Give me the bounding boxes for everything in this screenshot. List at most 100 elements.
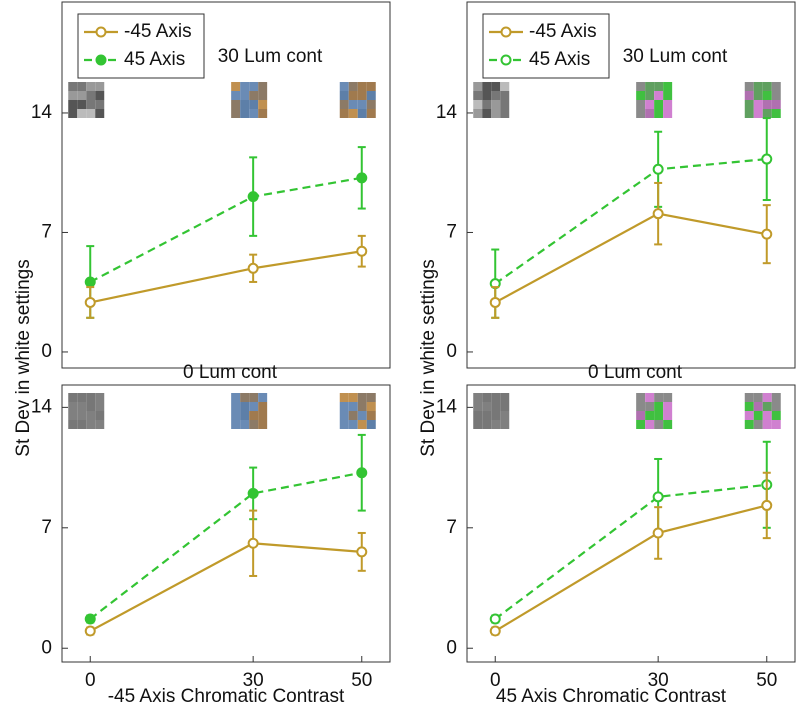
data-point (356, 245, 368, 257)
y-tick-label: 14 (31, 102, 53, 123)
checker-cell (240, 393, 250, 402)
checker-cell (744, 109, 754, 118)
checker-cell (77, 109, 87, 118)
checker-cell (744, 100, 754, 109)
legend-label: 45 Axis (124, 49, 185, 70)
checker-cell (473, 402, 483, 411)
checker-cell (636, 393, 646, 402)
checker-cell (95, 411, 105, 420)
checker-cell (348, 82, 358, 91)
checker-cell (258, 91, 268, 100)
checker-cell (68, 109, 78, 118)
stimulus-thumbnail (231, 82, 268, 118)
checker-cell (645, 100, 655, 109)
data-point (84, 613, 96, 625)
x-tick-label: 50 (756, 670, 777, 691)
checker-cell (77, 411, 87, 420)
data-point (761, 228, 773, 240)
series-line (89, 471, 362, 620)
checker-cell (348, 393, 358, 402)
annotation: 30 Lum cont (218, 46, 323, 67)
checker-cell (258, 82, 268, 91)
series-line (494, 483, 767, 620)
checker-cell (482, 402, 492, 411)
checker-cell (366, 402, 376, 411)
checker-cell (86, 91, 96, 100)
checker-cell (77, 393, 87, 402)
checker-cell (753, 402, 763, 411)
checker-cell (348, 420, 358, 429)
checker-cell (86, 100, 96, 109)
y-tick-label: 0 (446, 637, 457, 658)
checker-cell (663, 100, 673, 109)
checker-cell (249, 109, 259, 118)
data-point (247, 537, 259, 549)
series-line (494, 504, 768, 632)
checker-cell (77, 100, 87, 109)
series-line (89, 176, 362, 283)
checker-cell (771, 100, 781, 109)
checker-cell (86, 109, 96, 118)
checker-cell (744, 91, 754, 100)
checker-cell (240, 91, 250, 100)
checker-cell (654, 91, 664, 100)
series-line (494, 157, 767, 285)
legend-label: -45 Axis (124, 21, 192, 42)
legend-marker (95, 26, 107, 38)
checker-cell (77, 91, 87, 100)
checker-cell (753, 82, 763, 91)
y-tick-label: 14 (436, 102, 458, 123)
checker-cell (654, 411, 664, 420)
checker-cell (339, 100, 349, 109)
stimulus-thumbnail (339, 393, 376, 429)
checker-cell (95, 402, 105, 411)
checker-cell (762, 420, 772, 429)
checker-cell (258, 100, 268, 109)
checker-cell (366, 91, 376, 100)
checker-cell (348, 91, 358, 100)
checker-cell (366, 109, 376, 118)
data-point (84, 276, 96, 288)
checker-cell (339, 82, 349, 91)
x-tick-label: 30 (243, 670, 264, 691)
x-axis-label: 45 Axis Chromatic Contrast (496, 686, 727, 707)
checker-cell (654, 109, 664, 118)
checker-cell (762, 82, 772, 91)
data-point (652, 163, 664, 175)
y-tick-label: 7 (446, 221, 457, 242)
checker-cell (240, 402, 250, 411)
data-point (652, 208, 664, 220)
checker-cell (339, 402, 349, 411)
checker-cell (491, 82, 501, 91)
checker-cell (762, 402, 772, 411)
y-axis-label: St Dev in white settings (13, 259, 34, 456)
checker-cell (357, 91, 367, 100)
checker-cell (348, 402, 358, 411)
x-tick-label: 50 (351, 670, 372, 691)
data-point (356, 467, 368, 479)
checker-cell (86, 393, 96, 402)
checker-cell (645, 420, 655, 429)
checker-cell (645, 82, 655, 91)
checker-cell (68, 420, 78, 429)
checker-cell (654, 100, 664, 109)
checker-cell (744, 82, 754, 91)
checker-cell (636, 100, 646, 109)
checker-cell (663, 91, 673, 100)
checker-cell (753, 109, 763, 118)
checker-cell (636, 420, 646, 429)
checker-cell (258, 393, 268, 402)
checker-cell (258, 411, 268, 420)
checker-cell (339, 393, 349, 402)
checker-cell (339, 420, 349, 429)
x-tick-label: 0 (85, 670, 96, 691)
checker-cell (339, 411, 349, 420)
y-tick-label: 0 (446, 341, 457, 362)
checker-cell (366, 411, 376, 420)
checker-cell (482, 100, 492, 109)
checker-cell (86, 402, 96, 411)
checker-cell (482, 393, 492, 402)
legend-marker (500, 26, 512, 38)
stimulus-thumbnail (231, 393, 268, 429)
checker-cell (491, 393, 501, 402)
